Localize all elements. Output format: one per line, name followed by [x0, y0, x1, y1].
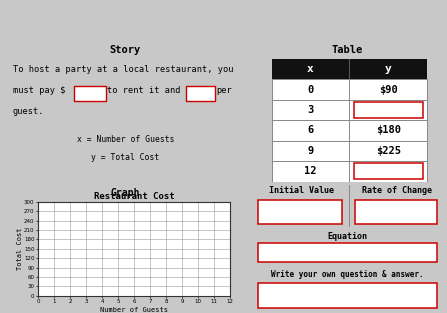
FancyBboxPatch shape — [258, 200, 342, 223]
FancyBboxPatch shape — [74, 86, 106, 100]
X-axis label: Number of Guests: Number of Guests — [100, 307, 168, 313]
FancyBboxPatch shape — [186, 86, 215, 100]
Text: Table: Table — [332, 45, 363, 55]
Text: y = Total Cost: y = Total Cost — [91, 153, 160, 162]
Text: 0: 0 — [308, 85, 314, 95]
Text: Graph: Graph — [111, 188, 140, 198]
Y-axis label: Total Cost: Total Cost — [17, 228, 23, 270]
Text: $225: $225 — [376, 146, 401, 156]
Text: Rate of Change: Rate of Change — [362, 186, 432, 195]
Text: to rent it and $: to rent it and $ — [107, 86, 191, 95]
Text: $90: $90 — [379, 85, 398, 95]
FancyBboxPatch shape — [354, 163, 422, 179]
Text: per: per — [216, 86, 232, 95]
FancyBboxPatch shape — [271, 80, 427, 100]
FancyBboxPatch shape — [271, 100, 427, 120]
FancyBboxPatch shape — [271, 161, 427, 182]
Text: x: x — [307, 64, 314, 74]
FancyBboxPatch shape — [271, 120, 427, 141]
Text: must pay $: must pay $ — [13, 86, 65, 95]
Text: 12: 12 — [304, 166, 317, 176]
FancyBboxPatch shape — [258, 243, 437, 263]
FancyBboxPatch shape — [355, 200, 437, 223]
FancyBboxPatch shape — [354, 102, 422, 118]
Text: $180: $180 — [376, 126, 401, 136]
Text: 6: 6 — [308, 126, 314, 136]
FancyBboxPatch shape — [258, 283, 437, 308]
Text: Initial Value: Initial Value — [270, 186, 334, 195]
FancyBboxPatch shape — [271, 141, 427, 161]
FancyBboxPatch shape — [271, 59, 427, 80]
Text: 3: 3 — [308, 105, 314, 115]
Text: Write your own question & answer.: Write your own question & answer. — [271, 270, 424, 279]
Text: Equation: Equation — [328, 232, 367, 241]
Text: Story: Story — [110, 45, 141, 55]
Title: Restaurant Cost: Restaurant Cost — [94, 192, 174, 201]
Text: guest.: guest. — [13, 107, 45, 116]
Text: To host a party at a local restaurant, you: To host a party at a local restaurant, y… — [13, 65, 233, 74]
Text: 9: 9 — [308, 146, 314, 156]
Text: x = Number of Guests: x = Number of Guests — [76, 135, 174, 144]
Text: y: y — [385, 64, 392, 74]
